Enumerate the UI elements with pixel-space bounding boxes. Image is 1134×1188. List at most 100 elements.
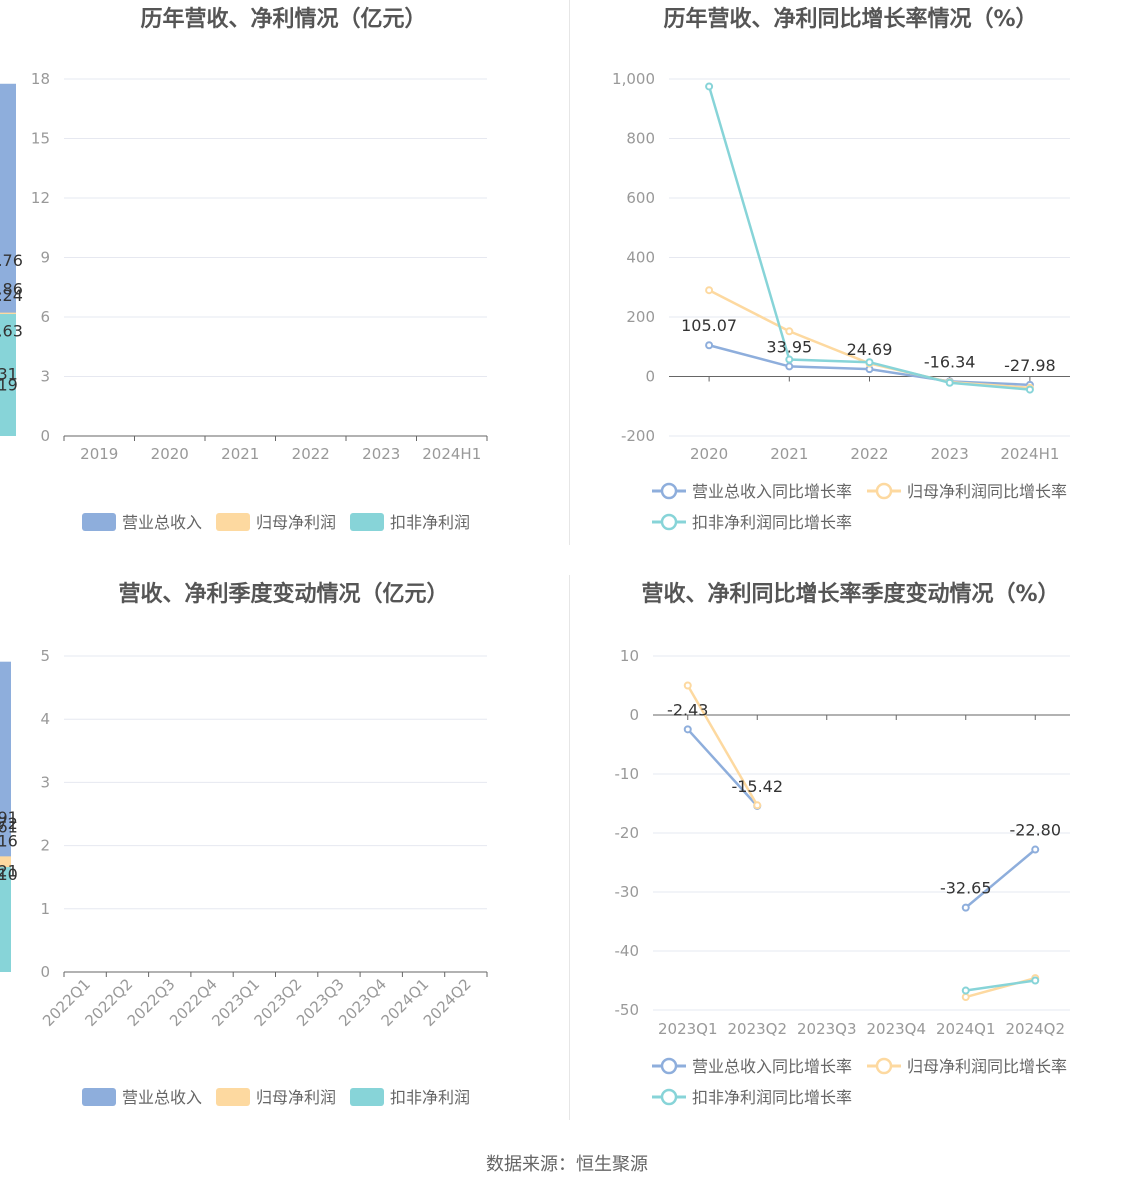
data-label: 10.63 (0, 322, 23, 341)
data-point (961, 986, 970, 995)
data-label: 14.86 (0, 280, 23, 299)
data-label: 33.95 (766, 337, 812, 356)
data-label: -15.42 (731, 777, 783, 796)
data-label: 4.91 (0, 808, 18, 827)
x-tick-label: 2020 (690, 445, 728, 463)
vertical-divider-bottom (569, 575, 570, 1120)
y-tick-label: -200 (621, 427, 655, 445)
y-tick-label: 0 (629, 706, 639, 724)
data-point (683, 681, 692, 690)
quarterly-revenue-profit-chart: 营收、净利季度变动情况（亿元） 0 1 2 3 4 5 2022Q1 2022Q2 2022Q3 2… (0, 575, 567, 1120)
chart-svg: 营收、净利季度变动情况（亿元）0123452022Q12022Q22022Q32… (0, 581, 488, 1107)
legend-label: 归母净利润 (256, 1088, 336, 1107)
data-source-note: 数据来源：恒生聚源 (486, 1154, 648, 1175)
legend-swatch (82, 1088, 116, 1106)
x-tick-label: 2023Q4 (866, 1020, 926, 1038)
y-tick-label: 4 (40, 710, 50, 728)
y-tick-label: 400 (626, 249, 655, 267)
legend-label: 扣非净利润 (390, 513, 470, 532)
y-tick-label: 12 (31, 189, 50, 207)
vertical-divider-top (569, 0, 570, 545)
data-label: 24.69 (847, 340, 893, 359)
legend-marker (660, 513, 678, 531)
x-tick-label: 2022 (850, 445, 888, 463)
legend-marker (660, 482, 678, 500)
series-line-0 (686, 728, 759, 807)
legend-label: 营业总收入 (122, 1088, 202, 1107)
data-label: 4.72 (0, 814, 18, 833)
data-point (961, 993, 970, 1002)
data-label: -32.65 (940, 879, 992, 898)
legend-label: 扣非净利润 (390, 1088, 470, 1107)
legend-swatch (350, 513, 384, 531)
data-point (705, 82, 714, 91)
y-tick-label: -20 (615, 824, 640, 842)
chart-title: 营收、净利同比增长率季度变动情况（%） (641, 581, 1059, 607)
chart-title: 历年营收、净利同比增长率情况（%） (663, 6, 1037, 32)
series-line-0 (964, 848, 1037, 909)
data-label: -2.43 (667, 700, 708, 719)
legend-label: 营业总收入同比增长率 (692, 1057, 852, 1076)
data-label: 3.10 (0, 865, 18, 884)
chart-title: 历年营收、净利情况（亿元） (140, 6, 426, 32)
y-tick-label: 15 (31, 130, 50, 148)
y-tick-label: -10 (615, 765, 640, 783)
data-point (1025, 385, 1034, 394)
y-tick-label: 6 (40, 308, 50, 326)
y-tick-label: -50 (615, 1001, 640, 1019)
data-point (683, 725, 692, 734)
data-point (785, 362, 794, 371)
legend-swatch (350, 1088, 384, 1106)
x-tick-label: 2024Q2 (1005, 1020, 1065, 1038)
data-point (785, 327, 794, 336)
legend-swatch (216, 1088, 250, 1106)
series-line-2 (965, 979, 1036, 992)
legend-label: 营业总收入同比增长率 (692, 482, 852, 501)
bar-deducted-profit (0, 917, 11, 972)
x-tick-label: 2024Q1 (936, 1020, 996, 1038)
data-label: 105.07 (681, 316, 737, 335)
data-point (865, 358, 874, 367)
chart-svg: 历年营收、净利同比增长率情况（%） -200 0 200 400 600 800 1,000 2… (612, 6, 1070, 532)
data-label: 5.19 (0, 376, 18, 395)
chart-svg: 历年营收、净利情况（亿元） 0 3 6 9 12 15 18 2019 2020 2021 2022 2… (0, 6, 488, 532)
data-label: 14.24 (0, 286, 23, 305)
legend-marker (875, 1057, 893, 1075)
y-tick-label: -30 (615, 883, 640, 901)
legend-label: 归母净利润同比增长率 (907, 1057, 1067, 1076)
x-tick-label: 2024H1 (1000, 445, 1059, 463)
legend-marker (660, 1057, 678, 1075)
x-tick-label: 2024Q2 (420, 975, 475, 1030)
legend-label: 扣非净利润同比增长率 (692, 1088, 852, 1107)
y-tick-label: -40 (615, 942, 640, 960)
bar-deducted-profit (0, 400, 16, 436)
legend-swatch (216, 513, 250, 531)
data-label: 4.61 (0, 817, 18, 836)
data-label: 4.16 (0, 832, 18, 851)
data-label: -22.80 (1009, 821, 1061, 840)
y-tick-label: 2 (40, 837, 50, 855)
chart-title: 营收、净利季度变动情况（亿元） (118, 581, 448, 607)
y-tick-label: 0 (40, 427, 50, 445)
data-point (785, 355, 794, 364)
data-point (961, 903, 970, 912)
x-tick-label: 2024H1 (422, 445, 481, 463)
legend-label: 营业总收入 (122, 513, 202, 532)
data-label: -16.34 (924, 352, 976, 371)
series-line-1 (708, 289, 1030, 390)
y-tick-label: 1,000 (612, 70, 655, 88)
y-tick-label: 600 (626, 189, 655, 207)
y-tick-label: 200 (626, 308, 655, 326)
x-tick-label: 2023 (362, 445, 400, 463)
legend-marker (875, 482, 893, 500)
y-tick-label: 9 (40, 249, 50, 267)
data-label: 6.31 (0, 364, 18, 383)
x-tick-label: 2022 (292, 445, 330, 463)
x-tick-label: 2023Q1 (658, 1020, 718, 1038)
legend-label: 归母净利润 (256, 513, 336, 532)
y-tick-label: 18 (31, 70, 50, 88)
legend-swatch (82, 513, 116, 531)
data-label: -27.98 (1004, 356, 1056, 375)
legend-label: 扣非净利润同比增长率 (692, 513, 852, 532)
y-tick-label: 1 (40, 900, 50, 918)
